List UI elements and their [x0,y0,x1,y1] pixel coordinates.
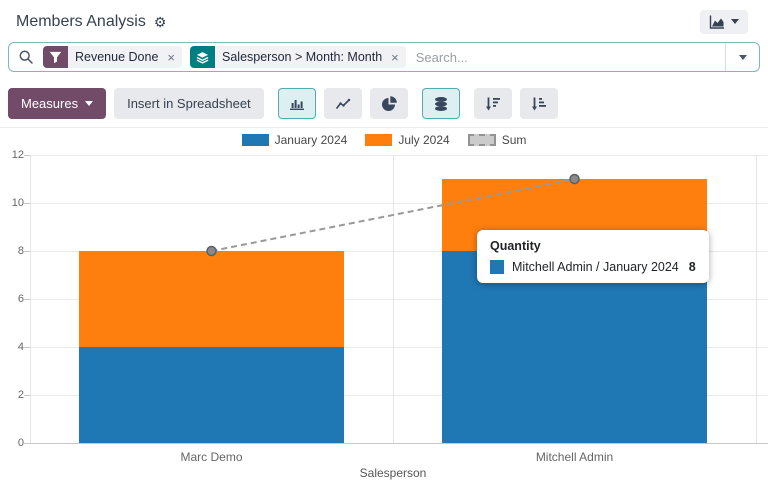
area-chart-icon [709,14,725,30]
y-tick-label: 0 [17,437,24,449]
y-gridline [30,443,768,444]
btn-line-chart[interactable] [323,88,362,119]
y-gridline [30,203,768,204]
x-axis-title: Salesperson [359,466,427,480]
legend-swatch [241,134,269,146]
x-gridline [30,155,31,443]
legend-item[interactable]: January 2024 [241,133,348,147]
y-tickmark [24,299,30,300]
y-tickmark [24,347,30,348]
facet-label: Salesperson > Month: Month [222,50,383,64]
facet-label: Revenue Done [75,50,159,64]
y-tickmark [24,203,30,204]
control-panel: Measures Insert in Spreadsheet [0,72,768,128]
sum-point[interactable] [206,245,217,257]
legend-item[interactable]: July 2024 [365,133,450,147]
x-category-label: Mitchell Admin [535,450,614,464]
x-gridline [393,155,394,443]
y-tick-label: 8 [17,245,24,257]
tooltip-title: Quantity [490,239,541,253]
legend-item[interactable]: Sum [467,133,527,147]
tooltip-label: Mitchell Admin / January 2024 [512,260,679,274]
tooltip-row: Mitchell Admin / January 2024 8 [490,260,696,274]
btn-sort-asc[interactable] [519,88,558,119]
chart-legend: January 2024 July 2024 Sum [0,133,768,147]
search-dropdown-toggle[interactable] [725,43,759,71]
legend-label: Sum [501,133,527,147]
sum-line [211,178,575,252]
tooltip-swatch [490,260,504,274]
y-tick-label: 10 [11,197,24,209]
sort-desc-icon [485,96,501,112]
caret-down-icon [738,54,747,60]
legend-label: January 2024 [274,133,348,147]
y-gridline [30,155,768,156]
pie-chart-icon [381,95,397,112]
measures-label: Measures [21,96,79,111]
legend-label: July 2024 [398,133,450,147]
sum-point[interactable] [569,173,580,185]
y-tick-label: 12 [11,149,24,161]
legend-swatch [365,134,393,146]
bar-segment[interactable] [79,251,344,347]
y-gridline [30,395,768,396]
header: Members Analysis ⚙ [0,0,768,35]
btn-pie-chart[interactable] [369,88,408,119]
search-input[interactable] [413,48,725,66]
y-gridline [30,251,768,252]
y-tickmark [24,443,30,444]
btn-sort-desc[interactable] [473,88,512,119]
measures-button[interactable]: Measures [8,88,107,119]
caret-down-icon [731,19,739,24]
btn-stacked[interactable] [421,88,460,119]
stacked-icon [433,96,449,112]
filter-icon [43,46,68,68]
search-facet-filter: Revenue Done × [43,46,182,68]
close-icon[interactable]: × [167,49,175,65]
insert-in-spreadsheet-button[interactable]: Insert in Spreadsheet [114,88,264,119]
caret-down-icon [85,101,94,106]
legend-swatch [467,134,496,146]
y-tickmark [24,155,30,156]
search-bar[interactable]: Revenue Done × Salesperson > Month: Mont… [8,42,760,72]
y-tick-label: 6 [17,293,24,305]
sort-asc-icon [531,96,547,112]
bar-segment[interactable] [79,347,344,443]
layers-icon [190,46,215,68]
line-chart-icon [335,96,351,112]
search-facet-groupby: Salesperson > Month: Month × [190,46,406,68]
y-tick-label: 4 [17,341,24,353]
gear-icon[interactable]: ⚙ [153,13,167,30]
bar-segment[interactable] [442,251,707,443]
y-tickmark [24,395,30,396]
search-icon [18,49,34,65]
close-icon[interactable]: × [391,49,399,65]
page-title: Members Analysis [16,12,146,30]
tooltip-value: 8 [688,260,696,274]
x-gridline [756,155,757,443]
y-gridline [30,299,768,300]
view-switcher-button[interactable] [700,9,748,34]
y-gridline [30,347,768,348]
btn-bar-chart[interactable] [277,88,316,119]
y-tick-label: 2 [17,389,24,401]
chart-tooltip: Quantity Mitchell Admin / January 2024 8 [477,230,709,283]
y-tickmark [24,251,30,252]
x-category-label: Marc Demo [180,450,243,464]
bar-chart-icon [289,96,305,112]
